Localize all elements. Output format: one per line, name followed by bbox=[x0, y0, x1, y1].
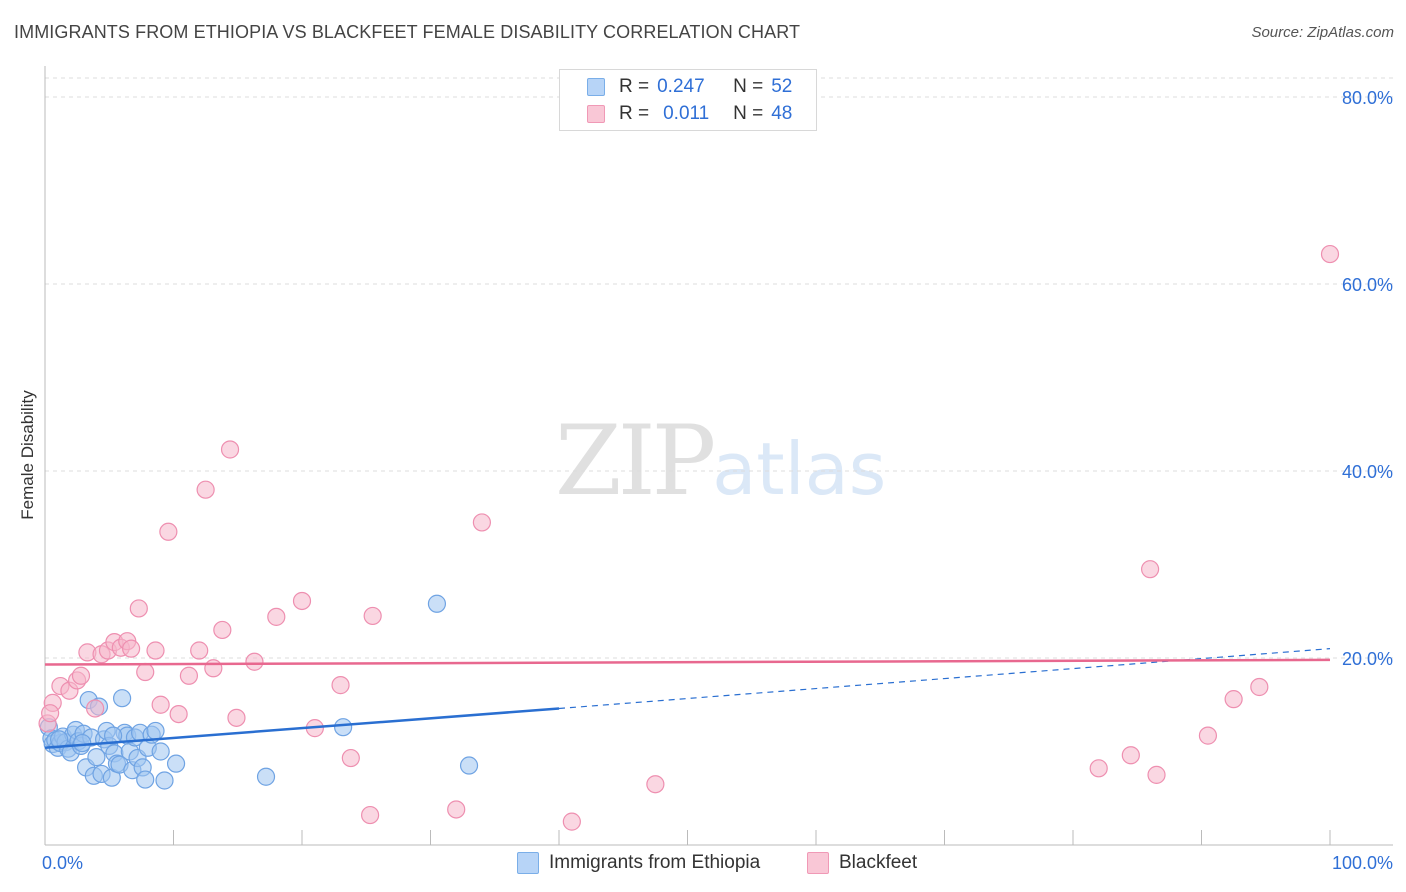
point-blackfeet-33 bbox=[361, 805, 380, 825]
point-blackfeet-22 bbox=[196, 480, 215, 499]
point-ethiopia-50 bbox=[73, 733, 92, 753]
legend-item-ethiopia[interactable]: Immigrants from Ethiopia bbox=[517, 852, 760, 874]
point-ethiopia-47 bbox=[427, 594, 447, 613]
trendline-blackfeet bbox=[44, 658, 1331, 666]
point-blackfeet-14 bbox=[129, 599, 148, 618]
stats-n-label: N = bbox=[733, 76, 764, 97]
point-blackfeet-19 bbox=[169, 704, 188, 724]
point-blackfeet-20 bbox=[179, 666, 199, 685]
point-blackfeet-31 bbox=[331, 676, 350, 695]
point-ethiopia-43 bbox=[155, 771, 174, 790]
point-blackfeet-21 bbox=[190, 641, 209, 660]
point-blackfeet-23 bbox=[204, 659, 223, 678]
point-ethiopia-19 bbox=[87, 748, 106, 767]
stats-r-value-blackfeet: 0.011 bbox=[663, 103, 710, 124]
trendline-ethiopia-solid bbox=[44, 707, 560, 750]
legend-label-ethiopia: Immigrants from Ethiopia bbox=[549, 852, 761, 873]
point-ethiopia-51 bbox=[104, 726, 123, 745]
point-blackfeet-24 bbox=[213, 620, 232, 640]
legend-swatch-blackfeet bbox=[807, 852, 829, 874]
point-blackfeet-37 bbox=[562, 812, 581, 831]
point-ethiopia-48 bbox=[459, 756, 479, 775]
stats-n-value-blackfeet: 48 bbox=[771, 103, 793, 124]
point-blackfeet-34 bbox=[363, 606, 382, 626]
legend-swatch-ethiopia bbox=[517, 852, 539, 874]
point-blackfeet-36 bbox=[472, 513, 491, 532]
point-blackfeet-29 bbox=[292, 591, 312, 611]
point-blackfeet-42 bbox=[1147, 765, 1166, 784]
chart-title: IMMIGRANTS FROM ETHIOPIA VS BLACKFEET FE… bbox=[14, 22, 801, 42]
point-blackfeet-41 bbox=[1121, 746, 1140, 765]
x-tick-label-0: 0.0% bbox=[42, 853, 83, 873]
stats-swatch-blackfeet bbox=[587, 105, 605, 123]
point-ethiopia-42 bbox=[151, 742, 170, 761]
source-credit: Source: ZipAtlas.com bbox=[1251, 24, 1394, 41]
point-blackfeet-28 bbox=[267, 607, 286, 626]
point-blackfeet-45 bbox=[1250, 677, 1269, 697]
y-tick-label-60: 60.0% bbox=[1342, 275, 1393, 295]
legend-item-blackfeet[interactable]: Blackfeet bbox=[807, 852, 917, 874]
point-blackfeet-26 bbox=[227, 708, 246, 727]
point-blackfeet-16 bbox=[146, 641, 165, 660]
point-blackfeet-18 bbox=[159, 522, 178, 541]
point-blackfeet-25 bbox=[220, 440, 240, 459]
point-blackfeet-32 bbox=[341, 748, 360, 768]
point-blackfeet-46 bbox=[1320, 244, 1340, 264]
watermark-zip: ZIP bbox=[555, 405, 716, 517]
watermark-atlas: atlas bbox=[712, 427, 887, 511]
point-ethiopia-46 bbox=[334, 718, 353, 737]
point-blackfeet-47 bbox=[41, 704, 60, 723]
point-blackfeet-39 bbox=[1140, 560, 1160, 579]
point-blackfeet-13 bbox=[121, 639, 141, 658]
point-ethiopia-29 bbox=[112, 689, 132, 708]
trendline-ethiopia-dashed bbox=[558, 648, 1331, 710]
point-blackfeet-5 bbox=[71, 666, 91, 685]
point-blackfeet-35 bbox=[447, 800, 466, 819]
point-blackfeet-15 bbox=[136, 662, 155, 682]
y-tick-label-80: 80.0% bbox=[1342, 88, 1393, 108]
point-ethiopia-38 bbox=[136, 770, 155, 789]
point-blackfeet-17 bbox=[151, 695, 170, 714]
stats-box: R = 0.247 N = 52 R = 0.011 N = 48 bbox=[559, 69, 817, 131]
chart-legend: Immigrants from Ethiopia Blackfeet bbox=[0, 852, 1406, 878]
point-blackfeet-44 bbox=[1224, 690, 1243, 709]
point-ethiopia-41 bbox=[146, 721, 165, 741]
point-ethiopia-44 bbox=[166, 754, 186, 773]
x-tick-label-100: 100.0% bbox=[1332, 853, 1393, 873]
y-tick-label-40: 40.0% bbox=[1342, 462, 1393, 482]
point-blackfeet-38 bbox=[646, 775, 665, 794]
stats-r-label: R = bbox=[619, 103, 650, 124]
legend-label-blackfeet: Blackfeet bbox=[839, 852, 918, 873]
point-blackfeet-7 bbox=[86, 699, 105, 718]
stats-swatch-ethiopia bbox=[587, 78, 605, 96]
point-ethiopia-45 bbox=[256, 767, 276, 786]
y-tick-label-20: 20.0% bbox=[1342, 649, 1393, 669]
point-blackfeet-40 bbox=[1089, 759, 1108, 778]
stats-r-label: R = bbox=[619, 76, 650, 97]
stats-row-blackfeet: R = 0.011 N = 48 bbox=[560, 100, 792, 128]
watermark: ZIPatlas bbox=[555, 405, 886, 517]
stats-n-value-ethiopia: 52 bbox=[771, 76, 793, 97]
point-blackfeet-27 bbox=[245, 652, 264, 671]
point-blackfeet-43 bbox=[1198, 726, 1218, 745]
stats-r-value-ethiopia: 0.247 bbox=[657, 76, 705, 97]
stats-row-ethiopia: R = 0.247 N = 52 bbox=[560, 73, 792, 101]
stats-n-label: N = bbox=[733, 103, 764, 124]
